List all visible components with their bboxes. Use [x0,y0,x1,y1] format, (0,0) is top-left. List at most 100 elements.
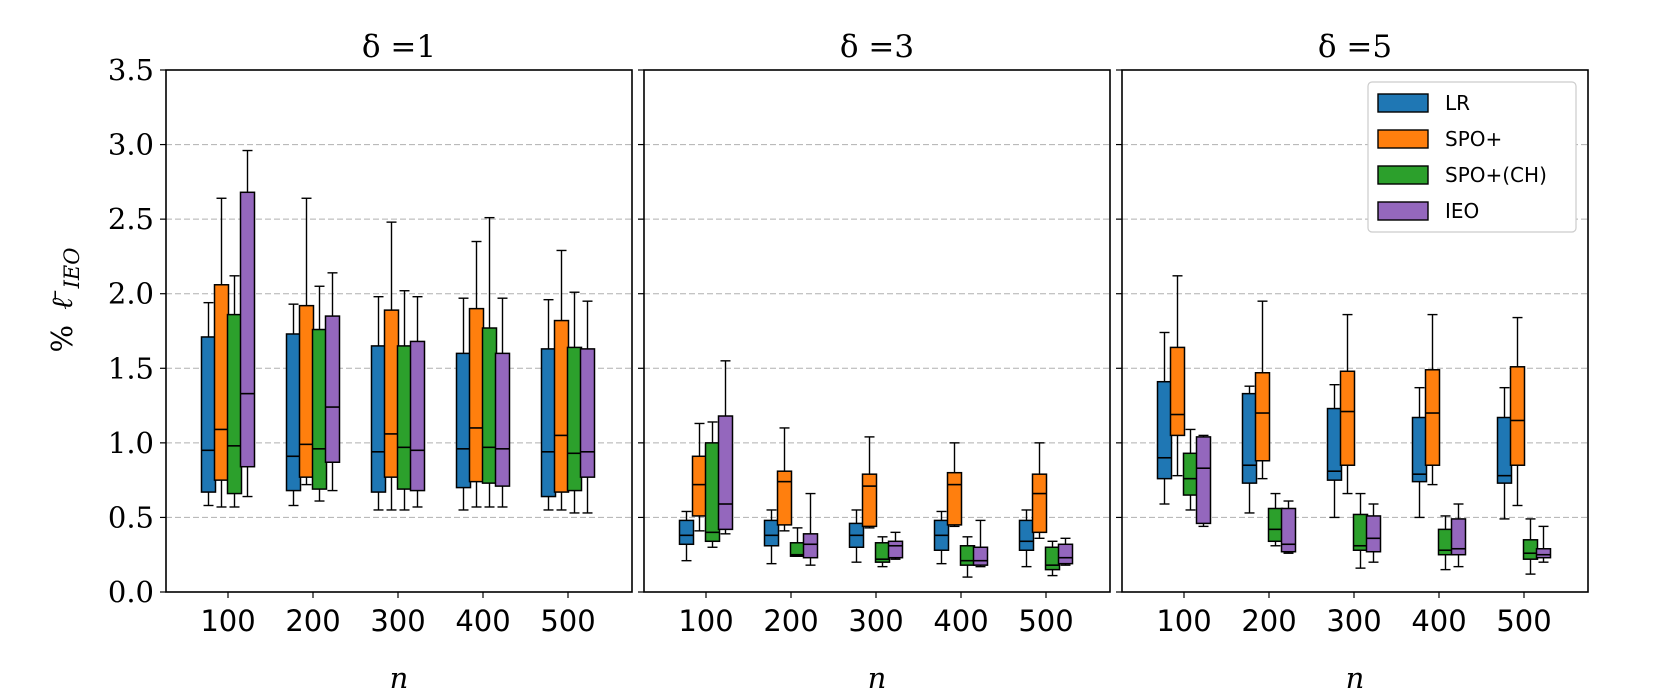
x-axis-label: n [390,661,409,692]
box-iqr [972,546,989,566]
box-iqr [200,336,217,493]
box-ieo-n100 [717,360,734,535]
box-iqr [1450,518,1467,556]
box-iqr [1057,543,1074,565]
box-spo--n200 [1254,300,1271,480]
box-iqr [311,328,328,490]
y-tick-label: 2.0 [108,277,154,311]
box-iqr [1169,346,1186,437]
box-spo-ch--n400 [481,216,498,508]
box-iqr [1365,515,1382,553]
box-spo-ch--n100 [1182,428,1199,511]
x-tick-label: 400 [1411,604,1466,638]
legend-swatch [1377,165,1429,185]
box-iqr [370,345,387,493]
x-tick-label: 200 [763,604,818,638]
box-lr-n200 [1241,385,1258,514]
box-ieo-n500 [1535,525,1552,563]
box-spo-ch--n500 [1522,518,1539,575]
box-iqr [383,309,400,478]
box-iqr [213,284,230,481]
box-iqr [802,533,819,559]
box-iqr [566,346,583,492]
box-spo-ch--n300 [1352,492,1369,569]
box-lr-n200 [285,303,302,507]
box-iqr [1267,507,1284,543]
box-lr-n100 [200,301,217,507]
box-spo--n100 [213,197,230,508]
y-tick-label: 1.5 [108,351,154,385]
legend-label: LR [1445,91,1470,115]
box-iqr [1018,519,1035,551]
box-iqr [324,315,341,463]
box-lr-n400 [455,297,472,511]
box-spo--n200 [298,197,315,486]
box-spo-ch--n400 [959,536,976,578]
box-iqr [1411,416,1428,483]
box-iqr [1326,407,1343,481]
legend-entry-spo-ch-: SPO+(CH) [1377,163,1547,187]
box-lr-n500 [540,298,557,511]
x-tick-label: 300 [370,604,425,638]
x-tick-label: 500 [540,604,595,638]
box-ieo-n300 [1365,503,1382,563]
panel-frame [643,69,1111,593]
box-spo-ch--n300 [396,290,413,511]
box-lr-n300 [1326,383,1343,519]
box-spo-ch--n200 [311,285,328,502]
box-iqr [1241,392,1258,484]
box-lr-n500 [1496,386,1513,520]
x-tick-label: 300 [848,604,903,638]
box-iqr [455,352,472,489]
box-spo--n100 [691,422,708,532]
box-ieo-n100 [239,149,256,498]
box-iqr [1424,369,1441,466]
legend-entry-ieo: IEO [1377,199,1479,223]
y-tick-label: 0.5 [108,500,154,534]
box-spo-ch--n200 [789,527,806,557]
box-iqr [1044,546,1061,571]
x-tick-label: 500 [1496,604,1551,638]
box-iqr [396,345,413,490]
box-iqr [1254,372,1271,462]
x-tick-label: 500 [1018,604,1073,638]
box-iqr [1352,513,1369,551]
panels-layer: 0.0 0.5 1.0 1.5 2.0 2.5 3.0 3.5 100 200 300 400 500 δ… [108,29,1589,692]
box-iqr [1195,436,1212,525]
box-iqr [678,519,695,546]
box-iqr [763,519,780,547]
box-spo-ch--n100 [226,275,243,508]
box-iqr [468,307,485,483]
box-iqr [540,348,557,498]
box-spo--n400 [468,240,485,508]
box-ieo-n500 [1057,537,1074,566]
panel-title: δ =1 [362,29,436,65]
box-iqr [298,304,315,478]
y-tick-label: 1.0 [108,426,154,460]
box-spo-ch--n400 [1437,515,1454,571]
box-iqr [1522,539,1539,560]
x-tick-label: 200 [285,604,340,638]
box-iqr [861,473,878,528]
x-tick-label: 100 [678,604,733,638]
box-lr-n500 [1018,509,1035,568]
x-tick-label: 400 [455,604,510,638]
legend-swatch [1377,93,1429,113]
svg-text:% ℓ̄ IEO: % ℓ̄ IEO [45,248,84,353]
box-spo--n300 [383,221,400,511]
x-tick-label: 100 [1156,604,1211,638]
legend-frame [1367,81,1577,233]
box-iqr [691,455,708,517]
x-axis-label: n [1346,661,1365,692]
legend-label: SPO+ [1445,127,1502,151]
box-spo--n400 [946,442,963,528]
box-spo-ch--n500 [566,291,583,514]
box-iqr [1031,473,1048,534]
box-ieo-n100 [1195,434,1212,528]
box-spo--n300 [861,436,878,529]
box-iqr [409,340,426,492]
box-lr-n100 [678,510,695,562]
box-iqr [887,540,904,559]
y-tick-label: 2.5 [108,202,154,236]
box-iqr [579,348,596,478]
